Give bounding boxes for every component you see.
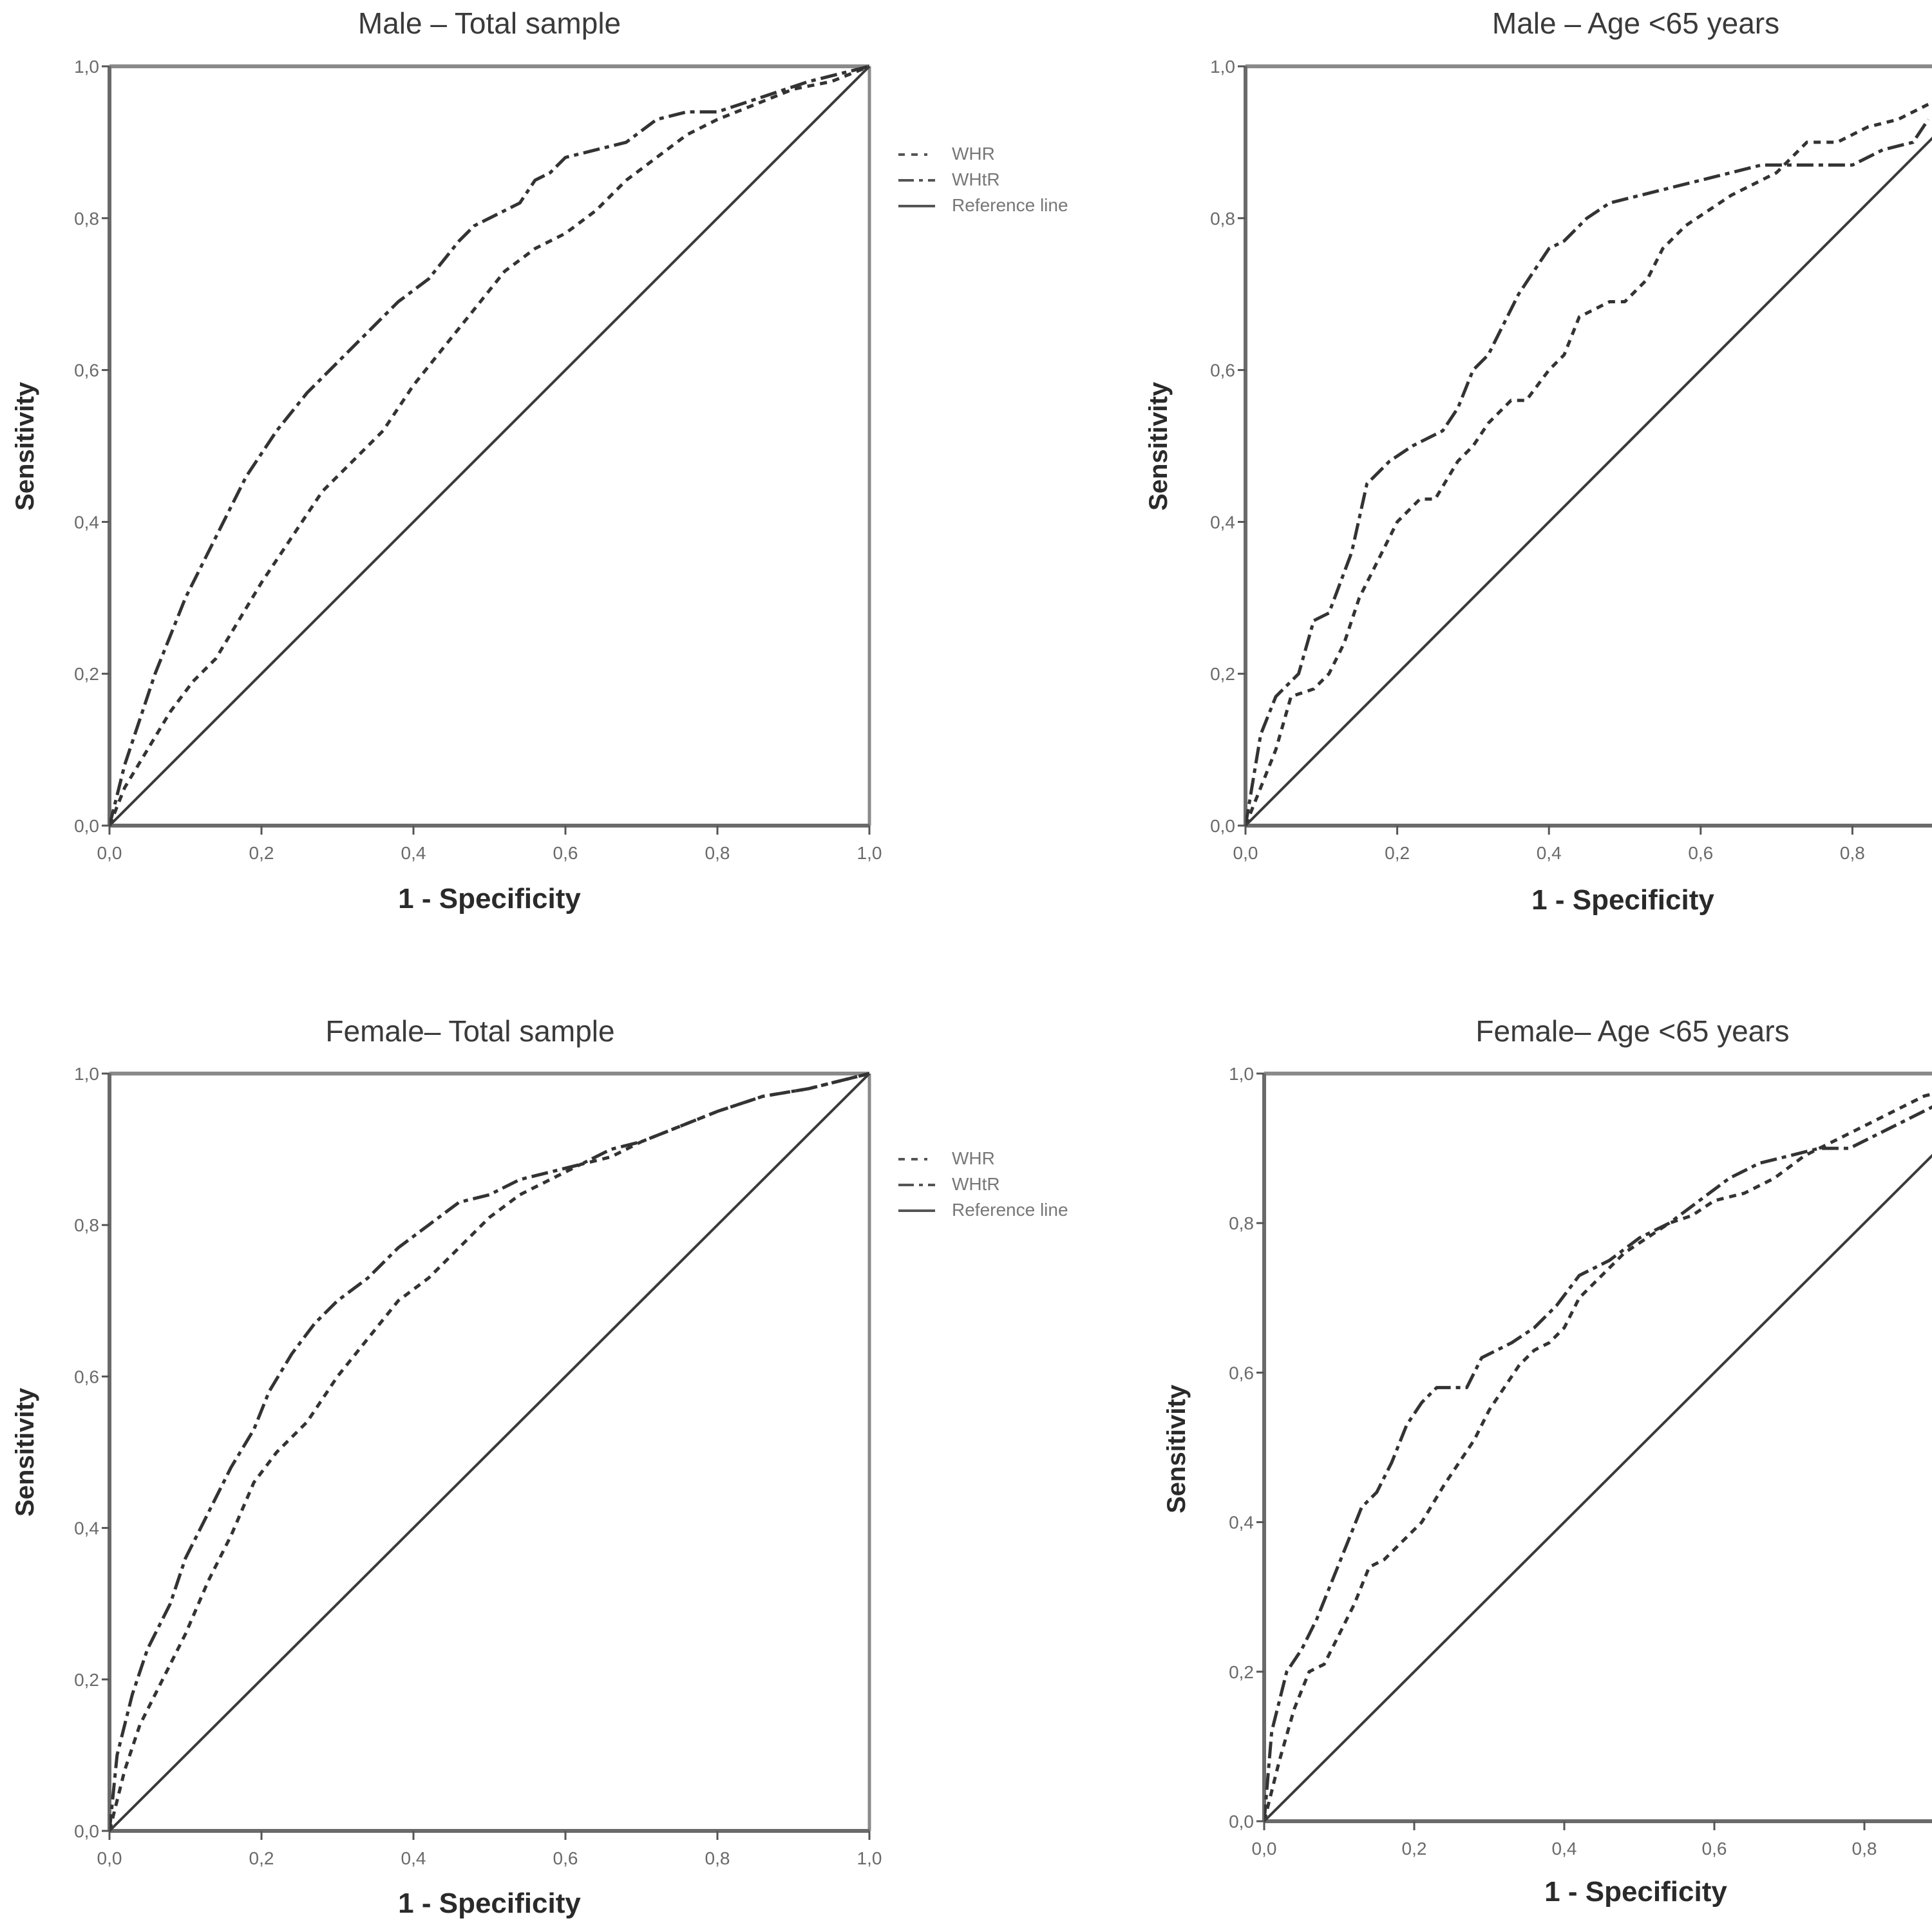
y-tick-label: 0,6 [1210,361,1235,381]
y-tick-label: 1,0 [74,57,99,77]
series-whr [1264,1092,1932,1822]
legend-label-whtr: WHtR [952,169,1000,189]
series-whr [1245,102,1929,826]
x-tick-label: 0,8 [705,843,730,863]
x-tick-label: 1,0 [857,843,882,863]
series-reference-line [109,65,871,827]
y-tick-label: 0,0 [74,816,99,836]
panel-title: Male – Age <65 years [1492,6,1779,40]
x-tick-label: 0,4 [1537,843,1562,863]
y-tick-label: 1,0 [1210,57,1235,77]
x-tick-label: 0,6 [1688,843,1713,863]
series-whr [109,1072,870,1832]
x-tick-label: 0,4 [401,1848,426,1868]
x-tick-label: 0,8 [1840,843,1865,863]
y-tick-label: 0,2 [74,664,99,684]
x-tick-label: 0,0 [97,843,122,863]
panel-female-under65: Female– Age <65 years 1 - Specificity Se… [1162,1014,1932,1908]
y-tick-label: 0,4 [1210,512,1235,532]
x-tick-label: 0,2 [1402,1839,1427,1859]
legend: WHR WHtR Reference line [898,1148,1068,1220]
y-tick-label: 0,8 [74,1215,99,1235]
x-tick-label: 1,0 [857,1848,882,1868]
series-whtr [109,1072,870,1832]
x-axis-label: 1 - Specificity [398,883,581,914]
panel-title: Male – Total sample [358,6,621,40]
x-axis-label: 1 - Specificity [398,1888,581,1919]
legend-label-whr: WHR [952,1148,995,1168]
y-axis-label: Sensitivity [11,381,39,511]
series-reference-line [1264,1153,1932,1823]
panel-male-total: Male – Total sample 1 - Specificity Sens… [11,6,1068,914]
x-tick-label: 0,0 [1233,843,1258,863]
y-axis-label: Sensitivity [1144,381,1173,511]
panel-female-total: Female– Total sample 1 - Specificity Sen… [11,1014,1068,1919]
y-tick-label: 0,2 [1229,1662,1254,1682]
series-reference-line [1245,137,1932,827]
series-whtr [1245,118,1930,826]
x-tick-label: 0,4 [1552,1839,1577,1859]
series-whtr [1264,1105,1932,1822]
x-axis-label: 1 - Specificity [1531,884,1714,916]
legend-label-whr: WHR [952,144,995,164]
y-tick-label: 1,0 [74,1064,99,1084]
series-reference-line [109,1072,871,1832]
legend: WHR WHtR Reference line [898,144,1068,215]
x-tick-label: 0,2 [249,843,274,863]
y-tick-label: 0,6 [1229,1363,1254,1383]
legend-label-reference: Reference line [952,195,1068,215]
y-tick-label: 0,2 [74,1670,99,1690]
y-axis-label: Sensitivity [11,1387,39,1517]
x-tick-label: 0,2 [249,1848,274,1868]
y-tick-label: 0,6 [74,361,99,381]
x-tick-label: 0,4 [401,843,426,863]
y-axis-label: Sensitivity [1162,1384,1191,1513]
y-tick-label: 0,8 [1210,209,1235,229]
x-tick-label: 0,2 [1385,843,1410,863]
y-tick-label: 0,2 [1210,664,1235,684]
y-tick-label: 0,8 [74,209,99,229]
y-tick-label: 0,4 [74,512,99,532]
panel-title: Female– Age <65 years [1475,1014,1789,1048]
panel-title: Female– Total sample [325,1014,614,1048]
legend-label-whtr: WHtR [952,1174,1000,1194]
y-tick-label: 0,6 [74,1367,99,1387]
x-axis-label: 1 - Specificity [1544,1876,1727,1908]
y-tick-label: 0,0 [1229,1812,1254,1832]
series-whtr [109,64,870,826]
legend-label-reference: Reference line [952,1200,1068,1220]
y-tick-label: 0,8 [1229,1213,1254,1233]
y-tick-label: 1,0 [1229,1064,1254,1084]
x-tick-label: 0,8 [705,1848,730,1868]
y-tick-label: 0,0 [1210,816,1235,836]
y-tick-label: 0,4 [1229,1513,1254,1533]
x-tick-label: 0,6 [1702,1839,1727,1859]
y-tick-label: 0,4 [74,1519,99,1539]
x-tick-label: 0,0 [97,1848,122,1868]
y-tick-label: 0,0 [74,1821,99,1841]
x-tick-label: 0,6 [553,1848,578,1868]
x-tick-label: 0,8 [1852,1839,1877,1859]
x-tick-label: 0,0 [1252,1839,1277,1859]
panel-male-under65: Male – Age <65 years 1 - Specificity Sen… [1144,6,1932,916]
x-tick-label: 0,6 [553,843,578,863]
